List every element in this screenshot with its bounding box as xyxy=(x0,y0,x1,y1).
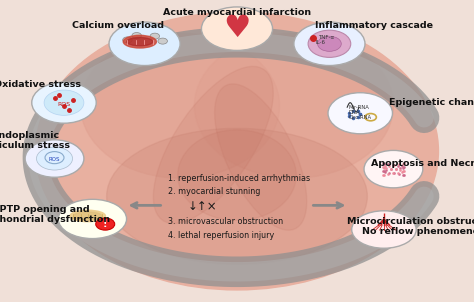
Ellipse shape xyxy=(127,37,153,46)
Circle shape xyxy=(132,33,141,39)
Ellipse shape xyxy=(73,212,102,220)
Text: 2. myocardial stunning: 2. myocardial stunning xyxy=(168,187,261,196)
Circle shape xyxy=(158,38,167,44)
Text: Epigenetic changes: Epigenetic changes xyxy=(389,98,474,107)
Text: MPTP opening and
Mitochondrial dysfunction: MPTP opening and Mitochondrial dysfuncti… xyxy=(0,205,110,224)
Text: Acute myocardial infarction: Acute myocardial infarction xyxy=(163,8,311,17)
Ellipse shape xyxy=(215,84,307,230)
Text: 4. lethal reperfusion injury: 4. lethal reperfusion injury xyxy=(168,231,274,240)
Text: DNA: DNA xyxy=(348,110,360,115)
Text: Apoptosis and Necrosis: Apoptosis and Necrosis xyxy=(371,159,474,168)
Text: Oxidative stress: Oxidative stress xyxy=(0,80,82,89)
Text: ROS: ROS xyxy=(49,157,60,162)
Ellipse shape xyxy=(328,93,392,134)
Text: Endoplasmic
reticulum stress: Endoplasmic reticulum stress xyxy=(0,131,70,150)
Circle shape xyxy=(308,30,351,57)
Ellipse shape xyxy=(201,7,273,50)
Text: Microcirculation obstruction/
No reflow phenomenon: Microcirculation obstruction/ No reflow … xyxy=(347,217,474,236)
Text: Circ-RNA: Circ-RNA xyxy=(348,115,372,120)
Ellipse shape xyxy=(81,33,280,178)
Text: ↓↑×: ↓↑× xyxy=(187,200,217,214)
Circle shape xyxy=(36,147,73,170)
Ellipse shape xyxy=(36,12,438,290)
Text: TNF-α: TNF-α xyxy=(319,35,335,40)
Ellipse shape xyxy=(154,66,273,223)
Ellipse shape xyxy=(123,35,156,48)
Ellipse shape xyxy=(32,82,96,123)
Text: ROS: ROS xyxy=(57,102,71,107)
Text: Calcium overload: Calcium overload xyxy=(73,21,164,30)
Circle shape xyxy=(318,36,341,51)
Ellipse shape xyxy=(294,22,365,66)
Ellipse shape xyxy=(109,22,180,66)
Ellipse shape xyxy=(58,199,127,239)
Text: 1. reperfusion-induced arrhythmias: 1. reperfusion-induced arrhythmias xyxy=(168,174,310,183)
Text: Mir-RNA: Mir-RNA xyxy=(348,105,369,110)
Ellipse shape xyxy=(70,210,105,222)
Text: IL-6: IL-6 xyxy=(315,40,325,45)
Text: 3. microvascular obstruction: 3. microvascular obstruction xyxy=(168,217,283,226)
Circle shape xyxy=(96,218,115,230)
Text: !: ! xyxy=(103,219,108,229)
Ellipse shape xyxy=(352,211,416,248)
Circle shape xyxy=(150,33,160,39)
Ellipse shape xyxy=(25,140,84,177)
Ellipse shape xyxy=(178,130,296,220)
Ellipse shape xyxy=(364,150,423,188)
Circle shape xyxy=(44,90,84,115)
Text: Inflammatory cascade: Inflammatory cascade xyxy=(316,21,433,30)
Ellipse shape xyxy=(194,33,393,178)
Ellipse shape xyxy=(107,128,367,264)
Circle shape xyxy=(123,37,132,43)
Text: ♥: ♥ xyxy=(223,14,251,43)
